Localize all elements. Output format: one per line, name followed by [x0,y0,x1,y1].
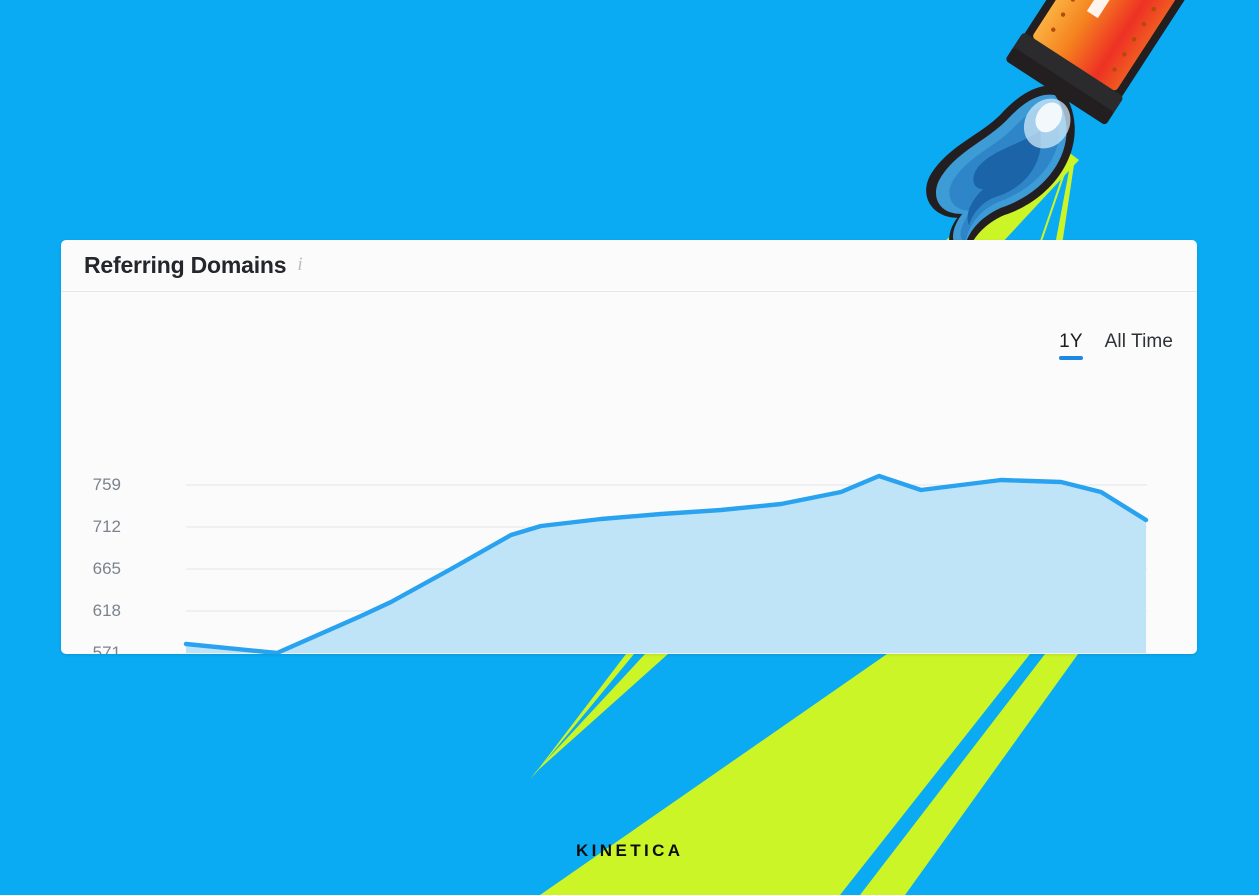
range-tab-group: 1Y All Time [1059,332,1173,360]
tab-all-time[interactable]: All Time [1104,331,1173,352]
y-tick-712: 712 [92,517,121,536]
referring-domains-card: Referring Domains i 1Y All Time 759 712 … [61,240,1197,654]
y-tick-618: 618 [92,601,121,620]
y-tick-665: 665 [92,559,121,578]
card-header: Referring Domains i [61,240,1197,292]
y-tick-571: 571 [92,643,121,654]
exhaust-upper [940,148,1079,245]
y-tick-759: 759 [92,475,121,494]
brand-wordmark: KINETICA [576,841,684,860]
chart-area-fill [186,476,1146,653]
exhaust-beam-lines [956,149,1071,245]
info-icon[interactable]: i [297,254,303,275]
card-body: 1Y All Time 759 712 665 618 571 [61,292,1197,654]
chart-line [183,473,1149,654]
tab-1y[interactable]: 1Y [1059,332,1084,360]
page-title: Referring Domains [84,252,287,278]
referring-domains-chart: 759 712 665 618 571 [61,292,1197,654]
chart-plot [183,473,1149,654]
